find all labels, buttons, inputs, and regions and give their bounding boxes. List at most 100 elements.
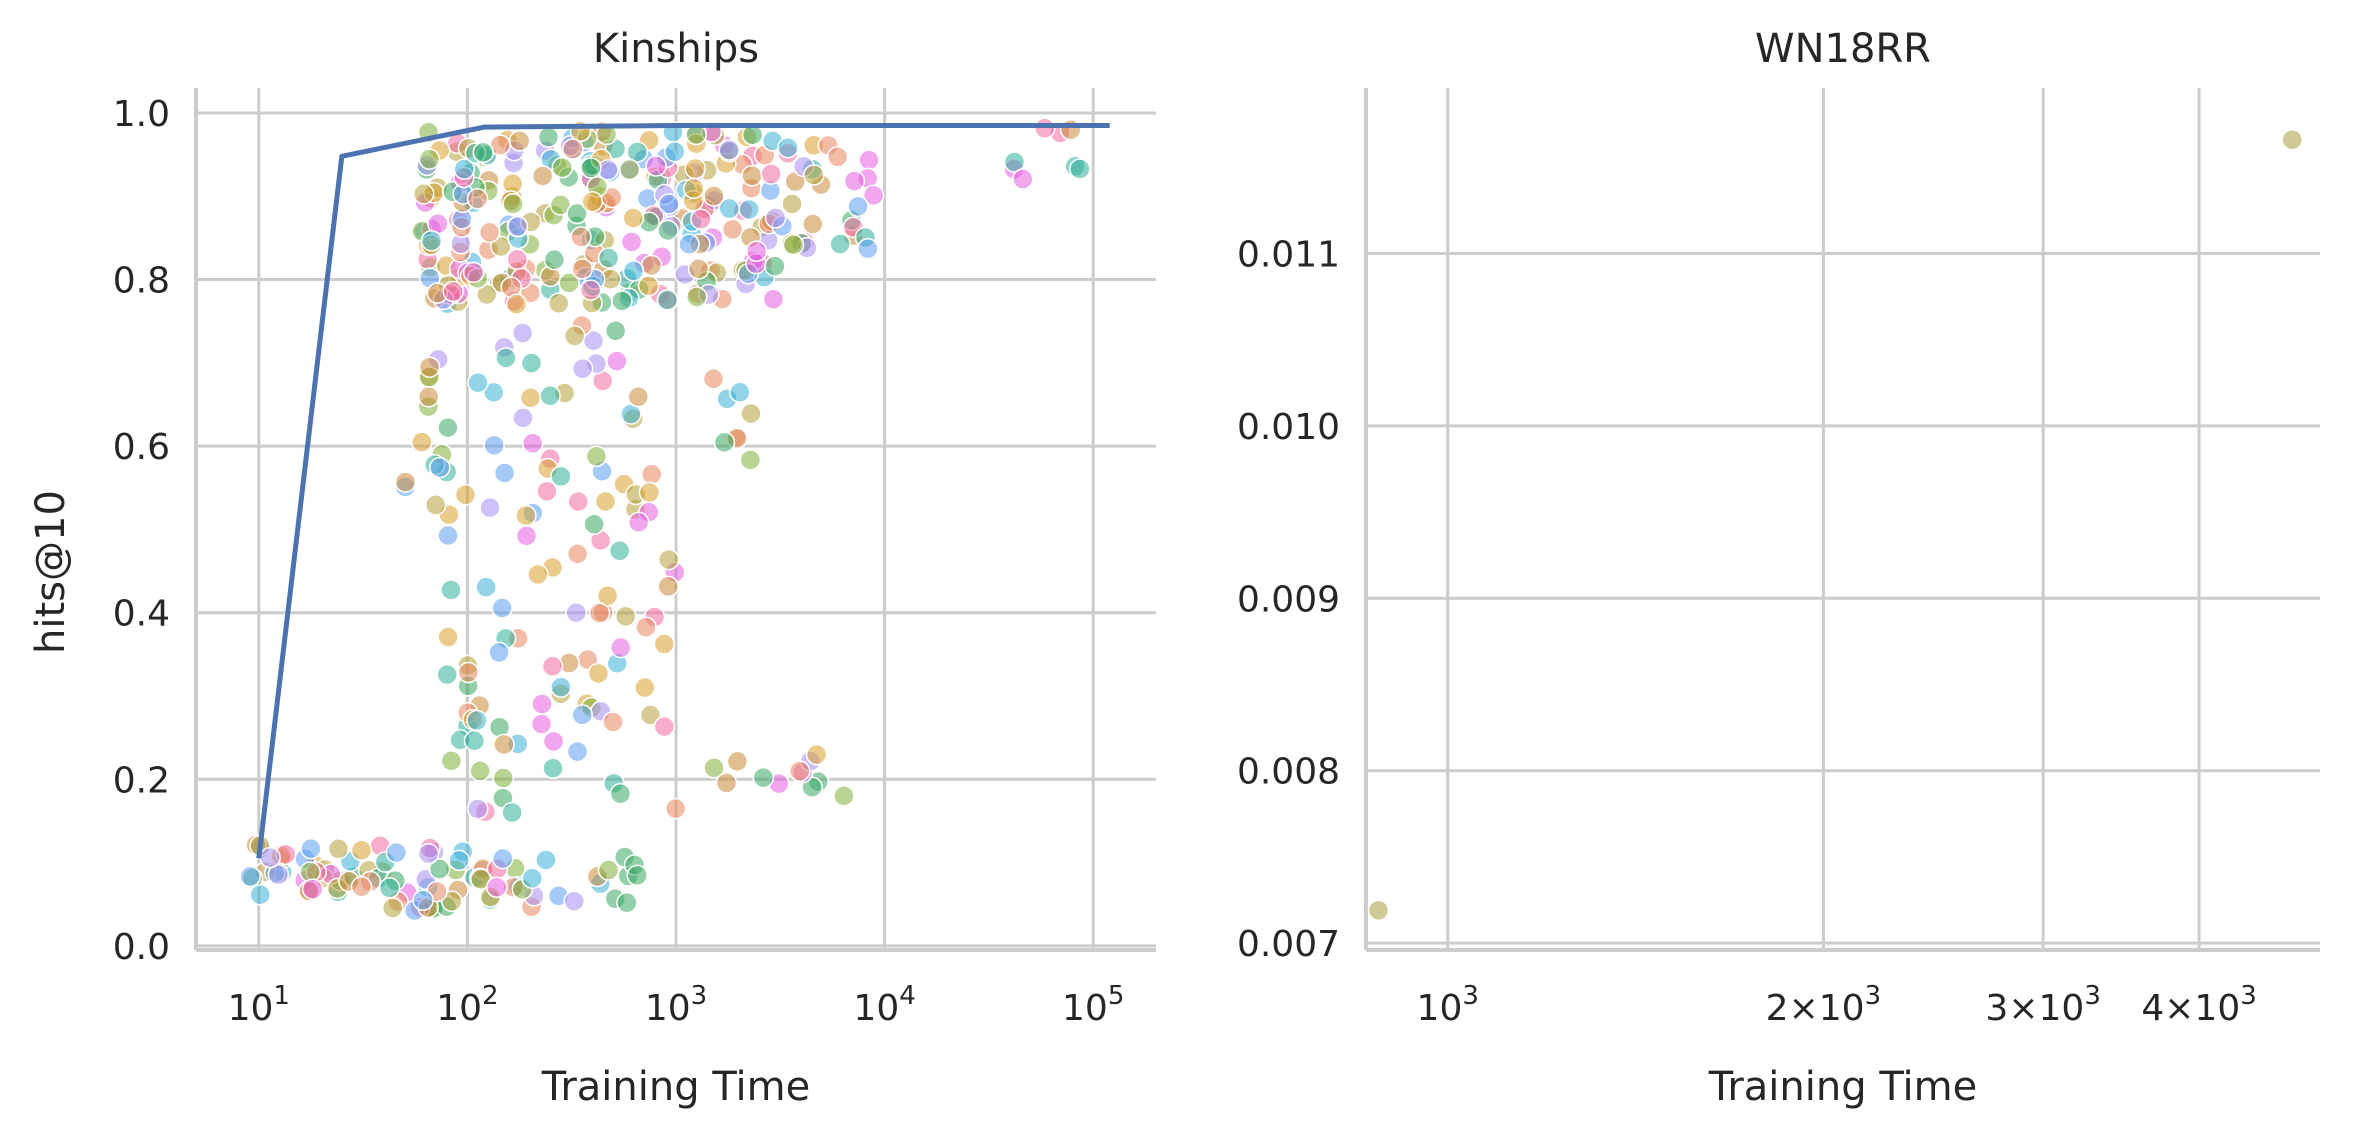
scatter-point [440,750,463,772]
scatter-point [442,280,464,303]
scatter-point [483,434,505,457]
scatter-point [627,385,650,408]
scatter-point [587,662,610,685]
y-tick-label: 0.2 [113,760,170,801]
scatter-point [739,449,762,471]
x-tick-label: 105 [1062,981,1124,1029]
scatter-point [826,146,849,168]
scatter-point [803,164,825,186]
scatter-point [521,432,544,455]
scatter-point [502,193,524,215]
y-tick-label: 0.0 [113,927,170,968]
scatter-point [843,170,866,192]
scatter-point [466,188,489,210]
scatter-point [501,801,523,824]
scatter-point [1069,158,1091,180]
scatter-point [713,431,736,454]
scatter-point [565,601,587,624]
scatter-point [715,772,738,794]
scatter-point [249,883,272,906]
scatter-point [541,655,564,678]
y-tick-label: 0.011 [1237,235,1340,276]
scatter-point [752,766,775,789]
y-tick-label: 0.010 [1237,407,1340,448]
scatter-point [505,293,528,316]
scatter-point [802,213,824,235]
scatter-point [478,221,501,244]
scatter-point [583,513,605,536]
scatter-point [781,193,803,215]
x-tick-label: 102 [436,981,498,1029]
scatter-point [745,240,768,262]
scatter-point [627,511,650,534]
y-tick-label: 0.4 [113,594,170,635]
scatter-point [462,261,485,284]
scatter-point [493,733,515,756]
scatter-point [515,504,537,527]
scatter-point [611,290,633,312]
scatter-point [486,876,508,898]
y-tick-label: 0.008 [1237,752,1340,793]
scatter-point [539,385,561,407]
scatter-point [479,496,501,519]
scatter-point [530,713,553,735]
scatter-point [267,863,290,886]
scatter-point [635,616,657,639]
x-tick-label: 103 [645,981,707,1029]
scatter-point [531,165,554,187]
scatter-point [550,676,572,698]
scatter-point [467,798,489,820]
scatter-point [657,575,679,598]
scatter-point [437,524,459,547]
scatter-point [2281,128,2303,151]
scatter-point [448,849,470,872]
scatter-point [622,207,645,229]
scatter-point [622,260,645,282]
scatter-point [467,371,489,394]
x-tick-label: 101 [228,981,290,1029]
scatter-point [741,165,763,187]
x-tick-label: 104 [853,981,915,1029]
scatter-point [506,248,529,270]
scatter-point [549,194,572,216]
scatter-point [566,543,589,565]
scatter-point [385,841,408,864]
scatter-point [493,462,516,484]
scatter-point [457,661,480,684]
scatter-point [515,525,538,547]
scatter-point [606,350,628,372]
scatter-point [1059,119,1082,141]
scatter-point [429,456,451,479]
scatter-point [604,320,627,342]
scatter-point [492,767,515,789]
scatter-point [686,286,708,308]
scatter-point [520,352,543,374]
scatter-point [417,842,440,865]
scatter-point [412,889,434,912]
y-tick-label: 0.8 [113,261,170,302]
scatter-point [239,865,261,888]
scatter-point [566,202,588,225]
scatter-point [858,149,880,171]
scatter-point [789,760,811,782]
scatter-point [527,563,549,586]
scatter-point [618,158,641,181]
x-axis-title-wn18rr: Training Time [1708,1064,1977,1110]
scatter-point [512,407,534,429]
scatter-point [594,490,617,513]
scatter-point [535,849,557,871]
scatter-point [567,490,589,513]
scatter-point [566,740,589,763]
scatter-point [437,626,459,648]
scatter-point [1034,117,1056,140]
scatter-point [543,248,566,271]
scatter-point [639,704,662,726]
scatter-point [653,715,676,738]
scatter-point [511,322,534,344]
scatter-point [547,292,570,315]
scatter-point [300,837,322,860]
scatter-point [453,158,476,180]
scatter-point [1012,168,1034,190]
scatter-point [626,141,649,163]
y-axis-title-kinships: hits@10 [28,490,74,654]
